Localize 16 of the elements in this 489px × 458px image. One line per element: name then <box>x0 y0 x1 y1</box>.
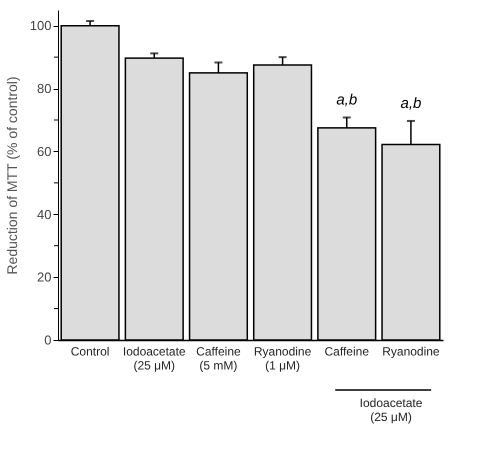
y-tick-label: 40 <box>37 206 52 222</box>
x-tick-label: Caffeine <box>324 344 370 358</box>
y-tick-label: 60 <box>37 144 52 159</box>
y-axis-title: Reduction of MTT (% of control) <box>4 76 20 275</box>
text: Iodoacetate (25 μM) <box>360 396 423 424</box>
x-tick-label: Iodoacetate (25 μM) <box>122 344 186 372</box>
y-tick-label: 0 <box>44 332 52 348</box>
x-tick-label: Control <box>70 344 110 358</box>
annotation: a,b <box>400 94 422 112</box>
y-tick-label: 80 <box>37 81 52 96</box>
y-tick-label: 20 <box>37 270 52 285</box>
x-tick-label: Ryanodine (1 μM) <box>254 344 312 372</box>
x-tick-label: Ryanodine <box>382 344 440 358</box>
annotation: a,b <box>336 91 358 108</box>
y-tick-label: 100 <box>30 18 52 34</box>
x-tick-label: Caffeine (5 mM) <box>196 344 241 372</box>
